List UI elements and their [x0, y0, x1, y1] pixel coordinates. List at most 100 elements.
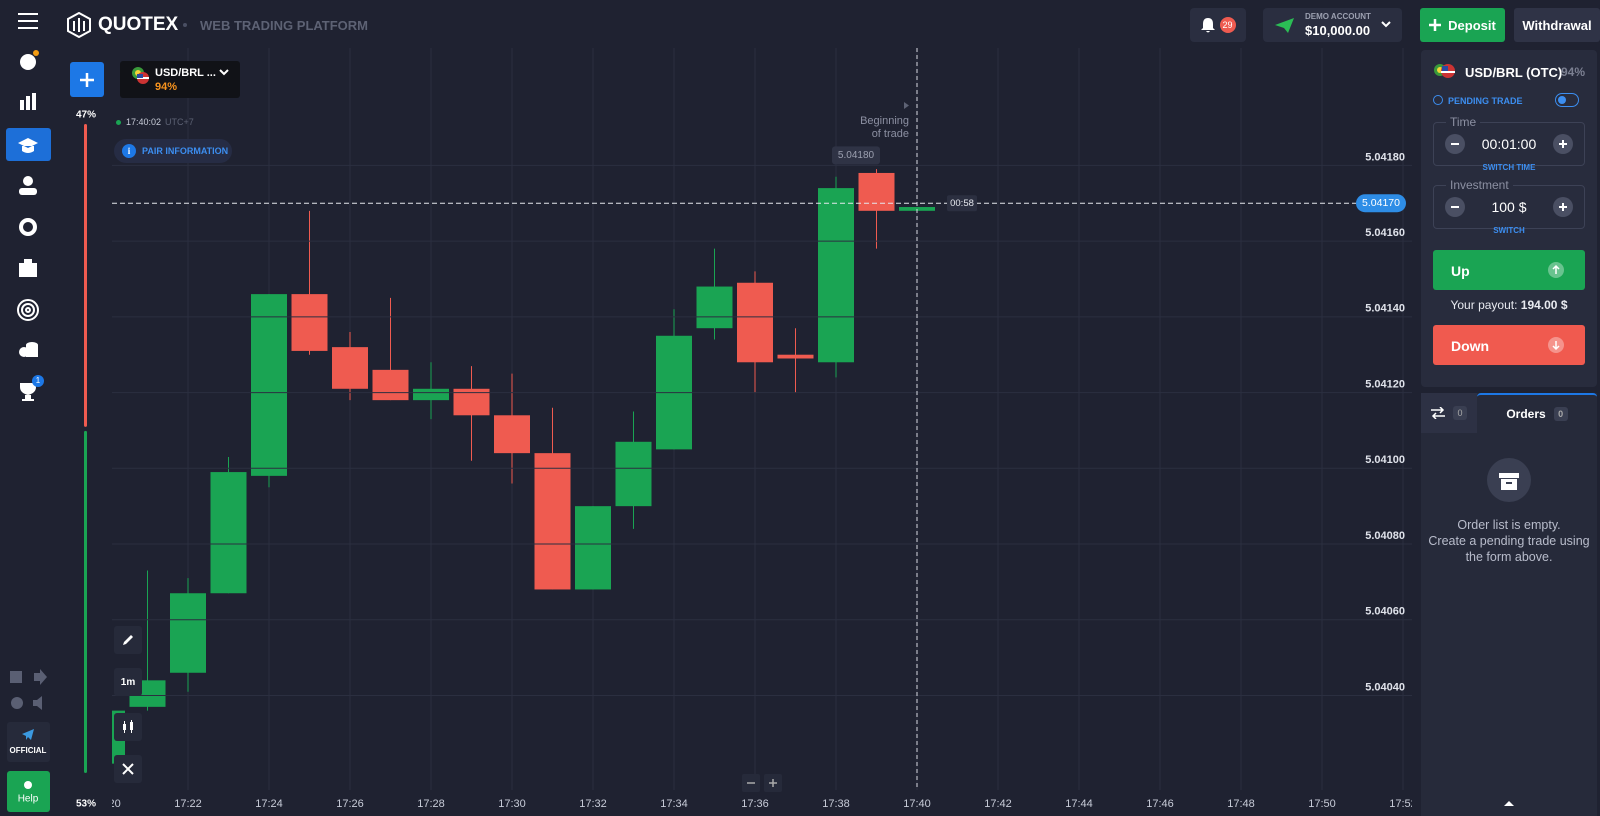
- switch-time-link[interactable]: SWITCH TIME: [1482, 163, 1536, 172]
- time-decrease[interactable]: [1445, 134, 1465, 154]
- sentiment-label: 53%: [76, 799, 96, 810]
- candle-body: [291, 294, 328, 351]
- investment-input[interactable]: Investment 100 $: [1433, 178, 1585, 229]
- price-chart: 47% 53%17:20 17:22 17:24 17:26 17:28 17:30 17:3…: [76, 48, 1412, 810]
- empty-line: the form above.: [1465, 550, 1553, 564]
- menu-icon[interactable]: [18, 13, 38, 29]
- investment-decrease[interactable]: [1445, 197, 1465, 217]
- investment-value: 100 $: [1491, 199, 1527, 215]
- sentiment-bar: [84, 430, 87, 773]
- y-tick-label: 5.04060: [1365, 606, 1405, 618]
- x-tick-label: 17:26: [336, 798, 364, 810]
- achievements-icon[interactable]: [20, 383, 36, 401]
- empty-orders-icon: [1487, 458, 1531, 502]
- candle-body: [453, 388, 490, 416]
- collapse-caret[interactable]: [1504, 800, 1514, 806]
- current-price-label: 5.04170: [1362, 197, 1400, 209]
- live-dot: [116, 120, 121, 125]
- annotation-text: Beginning: [860, 115, 909, 127]
- candle-body: [777, 354, 814, 359]
- official-button[interactable]: [7, 722, 50, 762]
- timeframe-button[interactable]: 1m: [114, 668, 142, 696]
- x-tick-label: 17:36: [741, 798, 769, 810]
- x-tick-label: 17:34: [660, 798, 688, 810]
- x-tick-label: 17:38: [822, 798, 850, 810]
- notifications-count: 29: [1219, 17, 1236, 33]
- pair-flags: [1434, 64, 1455, 78]
- add-chart-button[interactable]: [70, 62, 104, 97]
- pair-info-label: PAIR INFORMATION: [142, 146, 229, 156]
- time-increase[interactable]: [1553, 134, 1573, 154]
- timer-label: 00:58: [950, 198, 974, 209]
- max-price-label: 5.04180: [838, 150, 875, 161]
- notifications-button[interactable]: 29: [1190, 8, 1246, 42]
- candle-body: [170, 593, 206, 673]
- candle-body: [534, 453, 571, 590]
- candle-body: [210, 472, 247, 594]
- payout-label: Your payout:: [1450, 298, 1518, 312]
- trade-panel: USD/BRL (OTC) 94% PENDING TRADE Time 00:…: [1421, 50, 1597, 387]
- x-tick-label: 17:32: [579, 798, 607, 810]
- max-price-marker: [832, 146, 880, 165]
- analytics-icon[interactable]: [20, 93, 36, 110]
- indicators-button[interactable]: [114, 755, 142, 783]
- orders-panel: 0 Orders 0 Order list is empty. Create a…: [1421, 393, 1597, 816]
- achievements-badge: [32, 375, 44, 387]
- candles-icon: [123, 720, 133, 733]
- up-button[interactable]: Up: [1433, 250, 1585, 290]
- server-clock: 17:40:02: [126, 117, 162, 127]
- chart-type-button[interactable]: [114, 713, 142, 741]
- tournaments-icon[interactable]: [19, 259, 37, 277]
- pair-name: USD/BRL ...: [155, 67, 216, 79]
- candle-body: [575, 506, 611, 590]
- separator-dot: [183, 23, 187, 27]
- plus-icon: [769, 779, 777, 787]
- time-input[interactable]: Time 00:01:00: [1433, 115, 1585, 166]
- signals-icon[interactable]: [17, 299, 39, 321]
- up-label: Up: [1451, 263, 1470, 279]
- achievements-badge-count: 1: [36, 376, 41, 385]
- pair-info-button[interactable]: i PAIR INFORMATION: [114, 139, 232, 163]
- withdrawal-button[interactable]: Withdrawal: [1514, 8, 1600, 42]
- y-tick-label: 5.04080: [1365, 530, 1405, 542]
- orders-tab-label: Orders: [1506, 407, 1546, 421]
- telegram-icon: [22, 729, 34, 740]
- bell-icon: [1200, 18, 1215, 33]
- current-price-pill: [1356, 194, 1406, 213]
- deposit-button[interactable]: Deposit: [1420, 8, 1505, 42]
- empty-line: Order list is empty.: [1457, 518, 1561, 532]
- help-button[interactable]: [7, 771, 50, 812]
- cashback-icon[interactable]: [19, 342, 38, 357]
- panel-pair: USD/BRL (OTC): [1465, 65, 1563, 80]
- down-button[interactable]: Down: [1433, 325, 1585, 365]
- pending-toggle[interactable]: [1555, 93, 1579, 107]
- deposit-label: Deposit: [1448, 17, 1496, 33]
- draw-tool[interactable]: [114, 626, 142, 654]
- candle-body: [372, 369, 409, 401]
- investment-increase[interactable]: [1553, 197, 1573, 217]
- plus-icon: [80, 72, 94, 87]
- trades-count: 0: [1453, 406, 1467, 420]
- pair-selector[interactable]: USD/BRL ... 94%: [120, 61, 240, 98]
- profile-icon[interactable]: [19, 176, 37, 195]
- candle-body: [413, 388, 449, 401]
- pencil-icon: [123, 635, 133, 645]
- support-icon[interactable]: [20, 54, 36, 70]
- swap-icon: [1431, 407, 1445, 419]
- annotation-text: of trade: [872, 128, 909, 140]
- zoom-in[interactable]: [764, 774, 782, 792]
- sentiment-label: 47%: [76, 110, 96, 121]
- logo-icon: [67, 12, 91, 38]
- sidebar: 1 OFFICIAL Help: [6, 13, 51, 812]
- candle-body: [899, 207, 935, 211]
- y-tick-label: 5.04120: [1365, 378, 1405, 390]
- zoom-out[interactable]: [742, 774, 760, 792]
- market-icon[interactable]: [19, 218, 37, 236]
- trades-tab[interactable]: 0: [1421, 393, 1477, 433]
- orders-tab[interactable]: Orders 0: [1477, 393, 1597, 433]
- account-selector[interactable]: DEMO ACCOUNT $10,000.00: [1263, 8, 1402, 42]
- candle-body: [696, 286, 733, 329]
- bottom-tools[interactable]: [10, 669, 47, 710]
- candle-body: [615, 441, 652, 507]
- switch-link[interactable]: SWITCH: [1493, 226, 1525, 235]
